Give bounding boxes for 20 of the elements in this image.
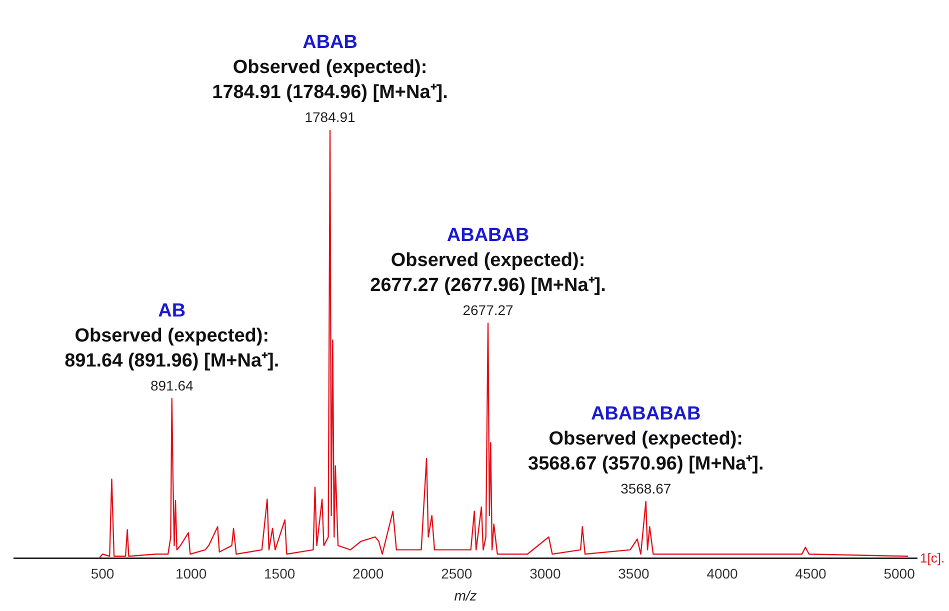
x-tick-label: 2500: [441, 566, 472, 582]
x-tick-label: 500: [90, 566, 114, 582]
annotation: 1784.91: [304, 109, 356, 125]
text: 1[c].: [920, 550, 945, 566]
annotation: ABABAB Observed (expected): 2677.27 (2677.96) [M+Na⁺].: [370, 225, 606, 296]
x-tick-label: 5000: [884, 566, 916, 582]
annotation: AB Observed (expected): 891.64 (891.96) [M+Na⁺].: [64, 300, 280, 372]
x-tick-label: 1000: [175, 566, 207, 582]
x-axis-title: m/z: [454, 587, 477, 604]
annotation: 891.64: [150, 378, 194, 394]
annotation: 2677.27: [462, 302, 514, 318]
annotation: ABAB Observed (expected): 1784.91 (1784.96) [M+Na⁺].: [212, 32, 448, 103]
x-tick-label: 2000: [352, 566, 384, 582]
x-tick-label: 1500: [264, 566, 296, 582]
annotation: ABABABAB Observed (expected): 3568.67 (3570.96) [M+Na⁺].: [528, 403, 764, 474]
x-tick-label: 4000: [706, 566, 738, 582]
x-tick-label: 3500: [618, 566, 650, 582]
annotation: 3568.67: [620, 480, 672, 496]
x-tick-label: 4500: [795, 566, 827, 582]
x-tick-label: 3000: [530, 566, 561, 582]
